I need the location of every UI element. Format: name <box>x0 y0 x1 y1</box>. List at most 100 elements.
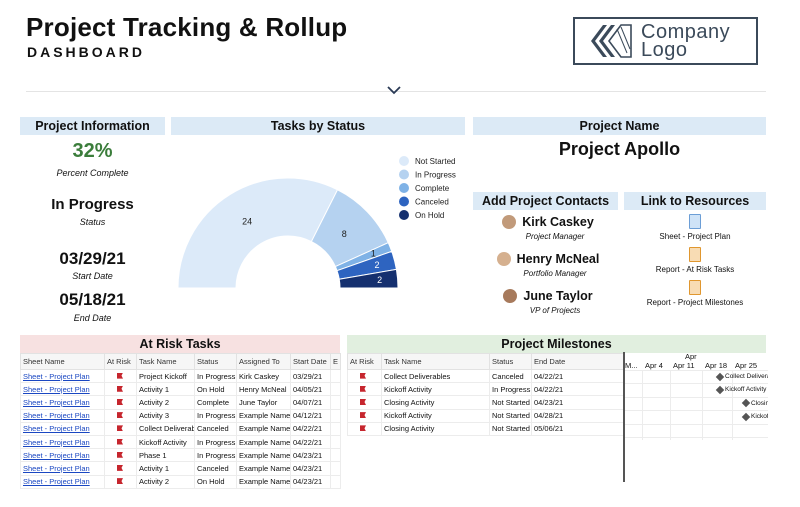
column-header[interactable]: Task Name <box>381 353 490 370</box>
chart-data-label: 8 <box>342 229 347 239</box>
sheet-link[interactable]: Sheet - Project Plan <box>20 474 105 489</box>
sheet-link[interactable]: Sheet - Project Plan <box>20 448 105 463</box>
sheet-link[interactable]: Sheet - Project Plan <box>20 461 105 476</box>
resource-report-milestones[interactable]: Report - Project Milestones <box>624 280 766 307</box>
table-row[interactable]: Sheet - Project Plan Activity 1 Canceled Ex… <box>20 461 341 476</box>
avatar <box>496 252 511 266</box>
table-cell: Not Started <box>489 421 532 436</box>
sheet-link[interactable]: Sheet - Project Plan <box>20 395 105 410</box>
gantt-week-label: M... <box>625 361 638 370</box>
resource-report-at-risk[interactable]: Report - At Risk Tasks <box>624 247 766 274</box>
table-cell: 05/06/21 <box>531 421 624 436</box>
gantt-row-line <box>625 383 768 385</box>
table-cell <box>347 421 382 436</box>
column-header[interactable]: Status <box>194 353 237 370</box>
flag-icon <box>117 372 123 379</box>
at-risk-heading: At Risk Tasks <box>20 335 340 353</box>
legend-entry[interactable]: On Hold <box>415 211 444 220</box>
column-header[interactable]: E <box>330 353 341 370</box>
sheet-link[interactable]: Sheet - Project Plan <box>20 382 105 397</box>
table-row[interactable]: Sheet - Project Plan Activity 1 On Hold Hen… <box>20 382 341 397</box>
table-row[interactable]: Sheet - Project Plan Project Kickoff In Pr… <box>20 368 341 384</box>
gantt-milestone-label: Closing Activity <box>751 399 768 407</box>
table-cell <box>330 421 341 436</box>
table-cell <box>330 434 341 450</box>
end-date-label: End Date <box>73 313 112 323</box>
table-row[interactable]: Kickoff Activity Not Started 04/28/21 <box>347 408 624 423</box>
table-row[interactable]: Sheet - Project Plan Activity 2 Complete Ju… <box>20 395 341 410</box>
flag-icon <box>117 464 123 471</box>
sheet-link[interactable]: Sheet - Project Plan <box>20 434 105 450</box>
chart-slice-on-hold[interactable] <box>338 268 399 289</box>
milestone-diamond-icon <box>715 372 725 381</box>
gantt-milestone-label: Collect Deliverables <box>725 373 768 380</box>
contact-june[interactable]: June Taylor VP of Projects <box>473 289 623 315</box>
table-row[interactable]: Closing Activity Not Started 04/23/21 <box>347 395 624 410</box>
column-header[interactable]: At Risk <box>347 353 382 370</box>
gantt-divider[interactable] <box>623 352 625 482</box>
gantt-gridline <box>642 370 643 440</box>
column-header[interactable]: Start Date <box>290 353 331 370</box>
chart-data-label: 2 <box>375 260 380 270</box>
column-header[interactable]: Status <box>489 353 532 370</box>
gantt-milestone[interactable]: Closing Activity <box>741 399 768 408</box>
table-row[interactable]: Closing Activity Not Started 05/06/21 <box>347 421 624 436</box>
contact-name: Henry McNeal <box>516 252 600 266</box>
table-cell: Phase 1 <box>136 448 195 463</box>
contacts-heading: Add Project Contacts <box>473 192 618 210</box>
table-cell <box>104 448 137 463</box>
contact-name: Kirk Caskey <box>522 215 594 229</box>
contact-kirk[interactable]: Kirk Caskey Project Manager <box>473 215 623 241</box>
legend-entry[interactable]: Not Started <box>415 157 455 166</box>
column-header[interactable]: At Risk <box>104 353 137 370</box>
flag-icon <box>117 412 123 419</box>
percent-complete-label: Percent Complete <box>56 168 129 178</box>
table-cell: Activity 2 <box>136 395 195 410</box>
table-cell <box>330 395 341 410</box>
contact-henry[interactable]: Henry McNeal Portfolio Manager <box>473 252 623 278</box>
table-row[interactable]: Sheet - Project Plan Collect Deliverables… <box>20 421 341 436</box>
table-row[interactable]: Sheet - Project Plan Phase 1 In Progress Ex… <box>20 448 341 463</box>
table-cell <box>330 474 341 489</box>
contact-role: VP of Projects <box>529 306 581 315</box>
column-header[interactable]: Assigned To <box>236 353 291 370</box>
table-cell: 04/22/21 <box>531 382 624 397</box>
legend-entry[interactable]: In Progress <box>415 171 456 180</box>
legend-entry[interactable]: Canceled <box>415 198 449 207</box>
gantt-week-label: Apr 18 <box>705 361 728 370</box>
table-cell: Kickoff Activity <box>136 434 195 450</box>
table-cell: 04/23/21 <box>290 448 331 463</box>
flag-icon <box>360 425 366 432</box>
gantt-week-label: Apr 11 <box>673 361 695 370</box>
sheet-link[interactable]: Sheet - Project Plan <box>20 368 105 384</box>
project-info-heading: Project Information <box>20 117 165 135</box>
table-cell <box>330 382 341 397</box>
gantt-milestone[interactable]: Collect Deliverables <box>715 372 768 381</box>
column-header[interactable]: Sheet Name <box>20 353 105 370</box>
sheet-link[interactable]: Sheet - Project Plan <box>20 421 105 436</box>
legend-entry[interactable]: Complete <box>415 184 450 193</box>
column-header[interactable]: Task Name <box>136 353 195 370</box>
gantt-milestone[interactable]: Kickoff Activity <box>715 385 766 395</box>
table-row[interactable]: Sheet - Project Plan Kickoff Activity In P… <box>20 434 341 450</box>
table-row[interactable]: Kickoff Activity In Progress 04/22/21 <box>347 382 624 397</box>
table-cell <box>104 421 137 436</box>
table-cell: Closing Activity <box>381 395 490 410</box>
table-row[interactable]: Sheet - Project Plan Activity 3 In Progres… <box>20 408 341 423</box>
sheet-link[interactable]: Sheet - Project Plan <box>20 408 105 423</box>
chart-slice-not-started[interactable] <box>177 177 339 289</box>
table-cell: On Hold <box>194 382 237 397</box>
column-header[interactable]: End Date <box>531 353 624 370</box>
table-cell <box>104 474 137 489</box>
table-cell: 04/23/21 <box>531 395 624 410</box>
legend-swatch <box>399 210 409 220</box>
chevron-down-icon[interactable] <box>386 84 402 96</box>
resource-sheet-project-plan[interactable]: Sheet - Project Plan <box>624 214 766 241</box>
table-cell <box>347 382 382 397</box>
gantt-milestone[interactable]: Kickoff Activity <box>741 412 768 421</box>
table-row[interactable]: Sheet - Project Plan Activity 2 On Hold Exa… <box>20 474 341 489</box>
table-cell <box>330 448 341 463</box>
table-cell: Henry McNeal <box>236 382 291 397</box>
table-row[interactable]: Collect Deliverables Canceled 04/22/21 <box>347 368 624 384</box>
flag-icon <box>117 385 123 392</box>
